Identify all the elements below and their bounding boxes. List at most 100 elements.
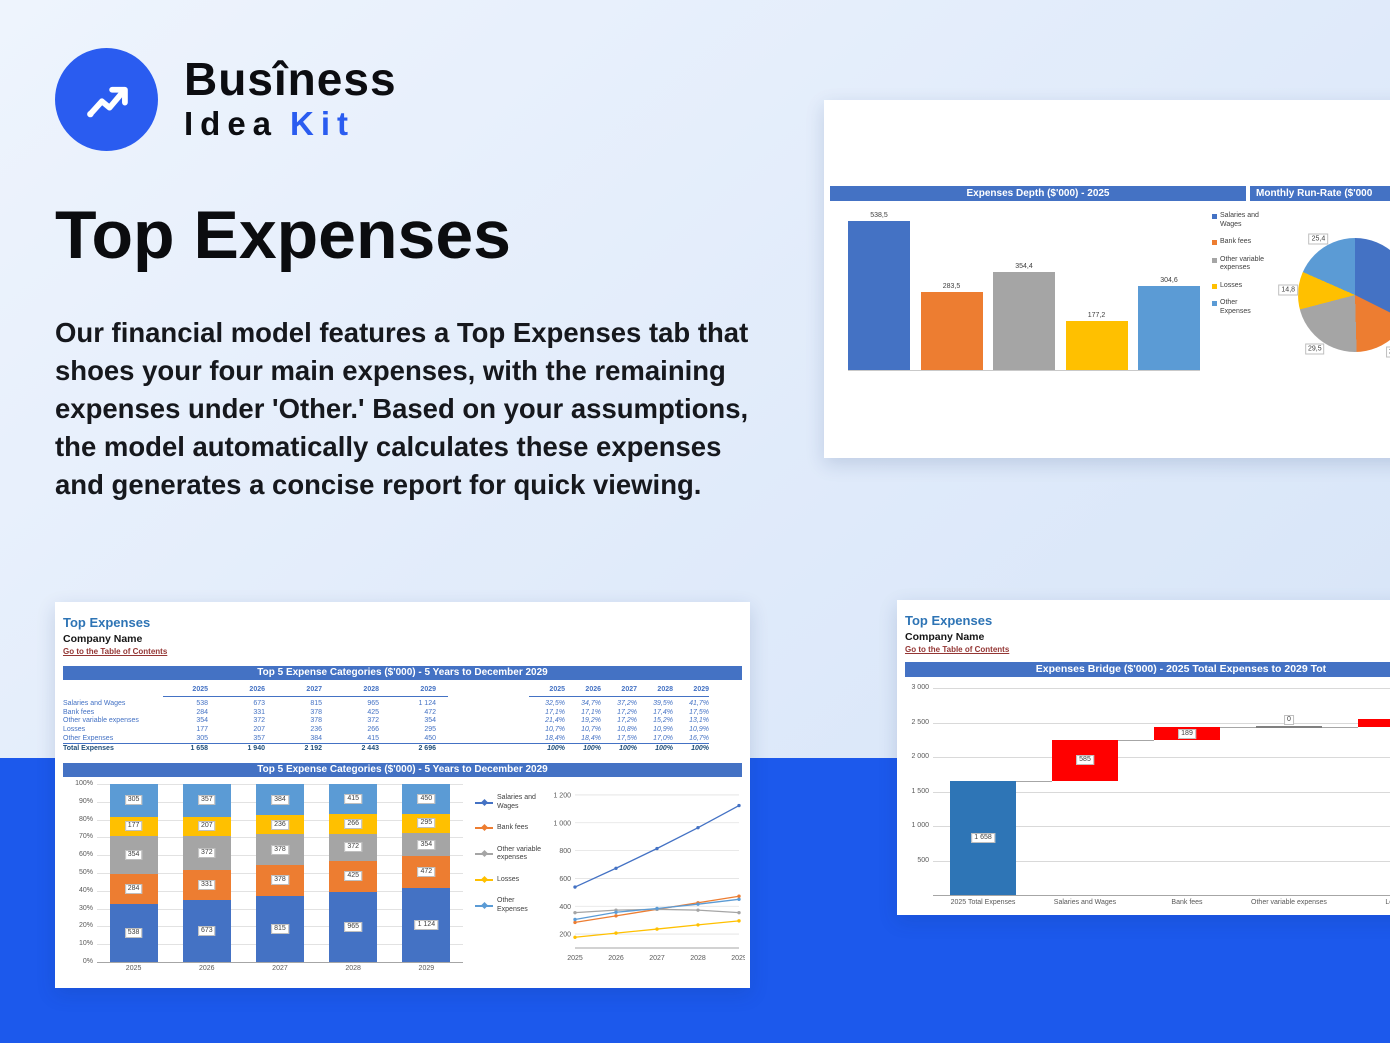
screenshot-top5-expenses: Top Expenses Company Name Go to the Tabl… [55,602,750,988]
cell-pct: 17,1% [581,708,601,716]
cell-pct: 17,5% [689,708,709,716]
cell-value: 415 [367,735,379,743]
svg-text:2027: 2027 [649,955,665,962]
segment-label: 965 [344,921,362,932]
legend-swatch [1212,301,1217,306]
cell-pct: 17,1% [545,708,565,716]
segment: 357 [182,784,231,817]
table-row: Other variable expenses 354 372 378 372 354 21… [63,717,709,726]
y-axis-label: 30% [78,904,93,912]
legend-swatch [1212,214,1217,219]
cell-value: 384 [310,735,322,743]
segment: 177 [109,816,158,836]
connector [1016,780,1052,782]
x-axis-label: Salaries and Wages [1053,899,1117,906]
row-label: Losses [63,726,86,734]
legend-swatch [1212,283,1217,289]
legend-item: Losses [475,876,541,885]
y-axis-label: 90% [78,797,93,805]
cell-value: 266 [367,726,379,734]
y-axis-label: 20% [78,922,93,930]
year-header: 2027 [277,686,334,697]
segment: 965 [329,891,378,962]
legend-swatch [1212,240,1217,245]
expense-table: Salaries and Wages 538 673 815 965 1 124 32,5%… [63,699,709,753]
cell-pct: 17,2% [617,708,637,716]
bar-column: 177,2 [1065,312,1128,370]
year-gap [448,686,529,697]
legend-label: Losses [497,875,520,883]
table-row: Other Expenses 305 357 384 415 450 18,4% 18,4% 1… [63,734,709,743]
segment-label: 177 [124,821,143,832]
segment-label: 538 [124,928,143,939]
segment-label: 425 [344,871,362,882]
cell-value: 295 [424,726,436,734]
y-axis-label: 1 000 [911,822,929,829]
brand-header: Busîness Idea Kit [55,48,397,151]
cell-value: 372 [253,717,265,725]
waterfall-chart: 3 000 2 500 2 000 1 500 1 000 500 1 658 585 189 0 [897,600,1390,915]
screenshot-expenses-bridge: Top Expenses Company Name Go to the Tabl… [897,600,1390,915]
row-label: Bank fees [63,708,95,716]
cell-pct: 17,4% [653,708,673,716]
bar-label: 189 [1178,728,1196,739]
segment-label: 1 124 [414,919,439,930]
gridline [933,826,1390,827]
segment: 673 [182,900,231,962]
gridline [933,688,1390,689]
brand-kit: Kit [290,104,356,142]
svg-text:600: 600 [559,876,571,883]
cell-value: 354 [196,717,208,725]
segment: 372 [182,835,231,870]
segment-label: 354 [417,839,436,850]
table-row: Losses 177 207 236 266 295 10,7% 10,7% 10,8% 10,9… [63,725,709,734]
y-axis-label: 60% [78,851,93,859]
segment: 305 [109,784,158,817]
year-header: 2028 [637,686,673,697]
chart-header-run-rate: Monthly Run-Rate ($'000 [1250,186,1390,201]
cell-pct: 10,9% [653,726,673,734]
segment: 378 [255,834,304,865]
row-label: Other variable expenses [63,717,139,725]
segment: 354 [402,833,451,857]
brand-line1: Busîness [184,53,397,106]
cell-pct: 16,7% [689,735,709,743]
segment: 284 [109,873,158,905]
cell-value: 2 696 [418,744,436,752]
svg-text:200: 200 [559,932,571,939]
legend-item: Bank fees [1212,238,1270,247]
bar-value-label: 304,6 [1160,277,1178,284]
segment-label: 372 [344,842,362,853]
table-row: Salaries and Wages 538 673 815 965 1 124 32,5%… [63,699,709,708]
segment: 472 [402,856,451,888]
x-axis-label: 2025 [125,965,142,972]
cell-pct: 15,2% [653,717,673,725]
stacked-bar-chart: 305 177 354 284 538 357 207 372 331 673 384 236 378 3… [97,784,463,963]
bar-column: 283,5 [920,283,983,370]
table-of-contents-link[interactable]: Go to the Table of Contents [905,645,1010,654]
bar-value-label: 538,5 [870,212,888,219]
bar-label: 1 658 [971,832,995,843]
cell-value: 378 [310,717,322,725]
cell-value: 2 192 [304,744,322,752]
bar [920,292,983,370]
cell-pct: 19,2% [581,717,601,725]
x-axis-label: Los [1385,899,1390,906]
x-axis-label: 2027 [272,965,288,972]
y-axis-label: 10% [78,940,93,948]
legend-line [475,824,493,832]
table-of-contents-link[interactable]: Go to the Table of Contents [63,647,168,656]
segment: 354 [109,835,158,874]
year-header: 2029 [391,686,448,697]
cell-pct: 10,7% [581,726,601,734]
cell-pct: 17,0% [653,735,673,743]
year-header: 2028 [334,686,391,697]
screenshot-expenses-depth: Expenses Depth ($'000) - 2025 Monthly Ru… [824,100,1390,458]
pie-chart-run-rate: 2 29,5 14,8 25,4 [1278,230,1390,360]
segment: 331 [182,869,231,901]
y-axis-label: 50% [78,869,93,876]
connector [1220,727,1256,729]
legend-item: Bank fees [475,824,541,833]
legend-item: Other variable expenses [1212,256,1270,273]
svg-text:400: 400 [559,904,571,911]
